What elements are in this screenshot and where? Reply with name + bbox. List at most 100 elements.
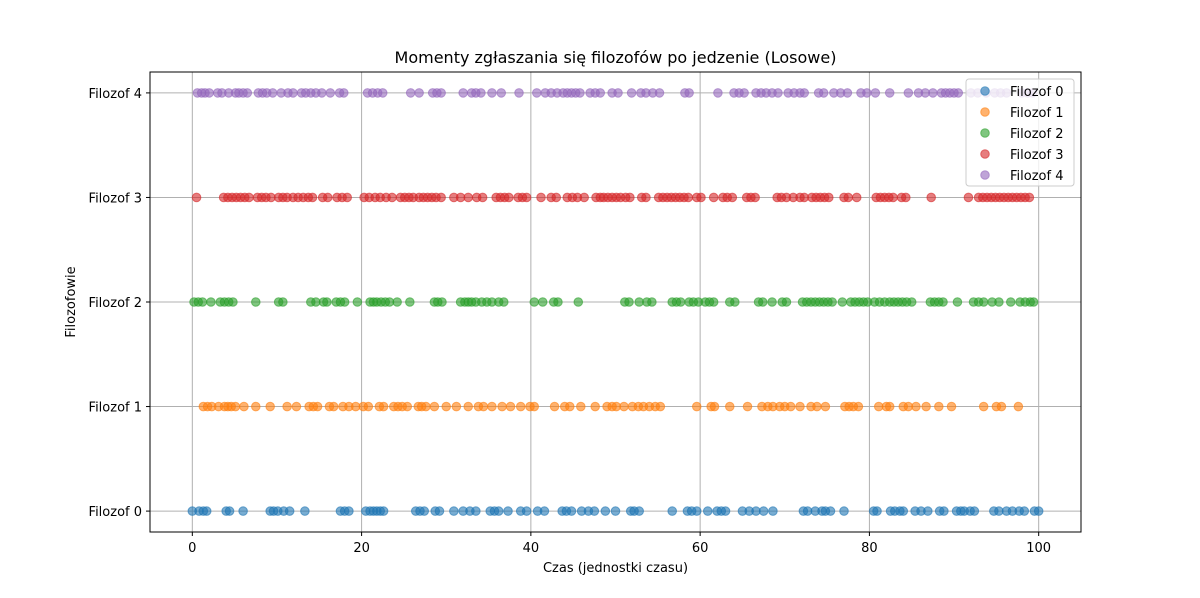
data-point bbox=[451, 401, 462, 412]
data-point bbox=[238, 506, 248, 516]
data-point bbox=[994, 297, 1004, 307]
data-point bbox=[284, 506, 295, 516]
data-point bbox=[328, 401, 339, 412]
x-axis-title: Czas (jednostki czasu) bbox=[543, 561, 688, 576]
data-point bbox=[514, 88, 524, 98]
data-point bbox=[823, 192, 834, 203]
data-point bbox=[626, 88, 637, 98]
x-tick-label: 100 bbox=[1026, 541, 1051, 556]
legend-label: Filozof 1 bbox=[1010, 106, 1063, 121]
data-point bbox=[870, 88, 881, 98]
y-axis-ticks: Filozof 0 Filozof 1 Filozof 2 Filozof 3 Filo… bbox=[89, 87, 150, 520]
series-filozof-2 bbox=[189, 297, 1039, 307]
x-axis-ticks: 0 20 40 60 80 100 bbox=[188, 532, 1051, 556]
data-point bbox=[575, 401, 586, 412]
data-point bbox=[888, 192, 898, 203]
data-point bbox=[720, 506, 731, 516]
data-point bbox=[928, 88, 938, 98]
data-point bbox=[884, 88, 895, 98]
data-point bbox=[339, 297, 350, 307]
series-filozof-3 bbox=[191, 192, 1035, 203]
series-filozof-1 bbox=[198, 401, 1024, 412]
data-point bbox=[708, 192, 719, 203]
y-tick-label: Filozof 3 bbox=[89, 191, 142, 206]
data-point bbox=[655, 401, 666, 412]
data-point bbox=[952, 297, 963, 307]
y-tick-label: Filozof 0 bbox=[89, 505, 142, 520]
data-point bbox=[204, 88, 215, 98]
data-point bbox=[708, 297, 719, 307]
data-point bbox=[317, 88, 327, 98]
legend-marker bbox=[980, 128, 990, 138]
data-point bbox=[827, 297, 837, 307]
data-point bbox=[923, 506, 933, 516]
data-point bbox=[619, 401, 629, 412]
data-point bbox=[429, 401, 440, 412]
data-point bbox=[963, 192, 974, 203]
data-point bbox=[898, 506, 909, 516]
data-point bbox=[872, 506, 882, 516]
data-point bbox=[727, 192, 738, 203]
data-point bbox=[573, 297, 584, 307]
chart-title: Momenty zgłaszania się filozofów po jedz… bbox=[395, 48, 837, 67]
data-point bbox=[242, 88, 253, 98]
data-point bbox=[842, 88, 853, 98]
data-point bbox=[378, 401, 389, 412]
data-point bbox=[691, 506, 702, 516]
y-tick-label: Filozof 4 bbox=[89, 87, 142, 102]
data-point bbox=[625, 192, 635, 203]
data-point bbox=[709, 401, 720, 412]
data-point bbox=[244, 192, 254, 203]
data-point bbox=[471, 506, 481, 516]
data-point bbox=[684, 88, 694, 98]
data-point bbox=[224, 506, 235, 516]
data-point bbox=[437, 297, 447, 307]
data-point bbox=[497, 401, 507, 412]
data-point bbox=[278, 297, 288, 307]
data-point bbox=[496, 88, 507, 98]
data-point bbox=[531, 88, 542, 98]
data-point bbox=[724, 401, 735, 412]
data-point bbox=[551, 192, 562, 203]
data-point bbox=[206, 297, 216, 307]
data-point bbox=[441, 401, 452, 412]
data-point bbox=[1013, 401, 1024, 412]
data-point bbox=[288, 88, 298, 98]
data-point bbox=[436, 88, 446, 98]
data-point bbox=[405, 88, 416, 98]
data-point bbox=[818, 88, 829, 98]
legend-marker bbox=[980, 149, 990, 159]
data-point bbox=[536, 192, 546, 203]
legend-marker bbox=[980, 86, 990, 96]
data-point bbox=[938, 297, 948, 307]
data-point bbox=[312, 401, 323, 412]
data-point bbox=[812, 401, 822, 412]
data-point bbox=[901, 192, 911, 203]
data-point bbox=[946, 401, 957, 412]
data-point bbox=[595, 88, 606, 98]
data-point bbox=[537, 297, 548, 307]
data-point bbox=[683, 192, 694, 203]
data-point bbox=[300, 506, 310, 516]
data-point bbox=[610, 506, 621, 516]
data-point bbox=[862, 88, 872, 98]
data-point bbox=[939, 506, 949, 516]
data-point bbox=[521, 192, 532, 203]
data-point bbox=[549, 401, 560, 412]
data-point bbox=[739, 88, 749, 98]
scatter-points bbox=[187, 88, 1044, 516]
legend-label: Filozof 0 bbox=[1010, 85, 1063, 100]
data-point bbox=[742, 401, 753, 412]
data-point bbox=[377, 88, 388, 98]
data-point bbox=[197, 297, 208, 307]
legend-label: Filozof 4 bbox=[1010, 169, 1063, 184]
data-point bbox=[820, 401, 831, 412]
data-point bbox=[934, 401, 944, 412]
data-point bbox=[504, 192, 514, 203]
x-tick-label: 0 bbox=[188, 541, 196, 556]
data-point bbox=[265, 401, 275, 412]
legend-label: Filozof 2 bbox=[1010, 127, 1063, 142]
data-point bbox=[505, 401, 516, 412]
data-point bbox=[767, 297, 777, 307]
data-point bbox=[566, 506, 577, 516]
